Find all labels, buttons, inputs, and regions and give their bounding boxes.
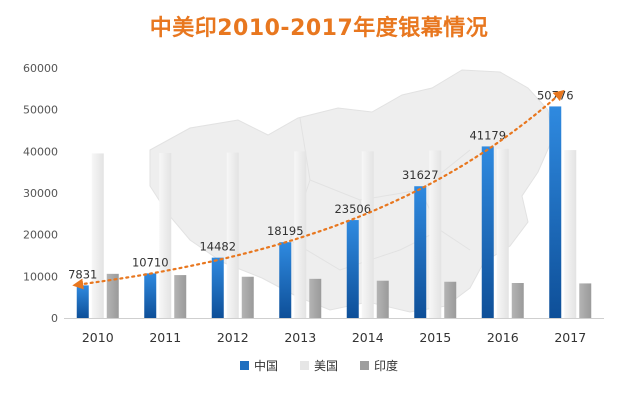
bar-us-2014 bbox=[361, 151, 374, 318]
bar-in-2017 bbox=[579, 283, 592, 318]
bar-us-2016 bbox=[496, 148, 509, 318]
bar-cn-2011 bbox=[144, 273, 157, 318]
trend-line bbox=[72, 89, 565, 290]
x-tick-label: 2014 bbox=[352, 330, 384, 345]
bar-in-2013 bbox=[309, 278, 322, 318]
chart-title: 中美印2010-2017年度银幕情况 bbox=[149, 16, 489, 41]
data-label-2012: 14482 bbox=[199, 240, 236, 254]
legend-label: 美国 bbox=[313, 359, 338, 373]
data-label-2015: 31627 bbox=[402, 168, 439, 182]
legend-swatch bbox=[239, 361, 249, 370]
x-tick-label: 2017 bbox=[554, 330, 586, 345]
bar-cn-2010 bbox=[76, 285, 89, 318]
bar-in-2015 bbox=[444, 281, 457, 318]
x-tick-label: 2013 bbox=[284, 330, 316, 345]
x-tick-label: 2011 bbox=[149, 330, 181, 345]
y-tick-label: 60000 bbox=[23, 62, 58, 75]
bar-us-2017 bbox=[564, 150, 577, 318]
y-tick-label: 20000 bbox=[23, 229, 58, 242]
legend-item-us: 美国 bbox=[299, 357, 338, 374]
y-axis: 0 10000 20000 30000 40000 50000 60000 bbox=[23, 62, 58, 325]
bar-cn-2016 bbox=[481, 146, 494, 318]
legend-label: 印度 bbox=[374, 359, 399, 373]
bar-in-2012 bbox=[241, 276, 254, 318]
x-tick-label: 2012 bbox=[217, 330, 249, 345]
bar-in-2016 bbox=[511, 283, 524, 318]
bar-cn-2014 bbox=[346, 220, 359, 318]
x-tick-label: 2015 bbox=[419, 330, 451, 345]
bar-us-2011 bbox=[159, 153, 172, 318]
bar-us-2010 bbox=[91, 153, 104, 318]
bar-us-2012 bbox=[226, 152, 239, 318]
legend-item-cn: 中国 bbox=[239, 357, 278, 374]
legend-item-in: 印度 bbox=[360, 357, 398, 374]
y-tick-label: 40000 bbox=[23, 145, 58, 158]
bar-in-2011 bbox=[174, 275, 187, 318]
bar-cn-2012 bbox=[211, 257, 224, 318]
bar-in-2014 bbox=[376, 280, 389, 318]
x-tick-label: 2016 bbox=[487, 330, 519, 345]
y-tick-label: 50000 bbox=[23, 104, 58, 117]
y-tick-label: 0 bbox=[51, 312, 58, 325]
legend-swatch bbox=[360, 361, 369, 370]
x-tick-label: 2010 bbox=[82, 330, 114, 345]
data-label-2011: 10710 bbox=[132, 255, 169, 269]
y-tick-label: 30000 bbox=[23, 187, 58, 200]
legend: 中国 美国 印度 bbox=[0, 357, 638, 374]
data-label-2010: 7831 bbox=[68, 267, 97, 281]
data-label-2017: 50776 bbox=[537, 88, 574, 102]
bar-cn-2013 bbox=[279, 242, 292, 318]
bar-cn-2017 bbox=[549, 106, 562, 318]
y-tick-label: 10000 bbox=[23, 270, 58, 283]
legend-swatch bbox=[299, 361, 309, 370]
x-axis: 2010 2011 2012 2013 2014 2015 2016 2017 bbox=[82, 330, 586, 345]
data-label-2013: 18195 bbox=[267, 224, 304, 238]
bar-cn-2015 bbox=[414, 186, 427, 318]
legend-label: 中国 bbox=[253, 359, 278, 373]
